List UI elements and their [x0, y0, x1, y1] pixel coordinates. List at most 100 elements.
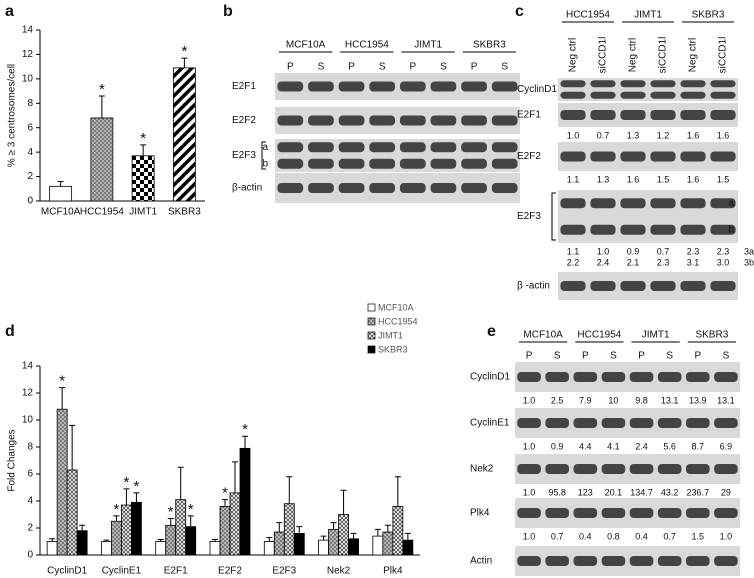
row-label: CyclinD1 — [470, 372, 510, 383]
row-label: E2F1 — [517, 110, 541, 121]
quantification: 2.3 — [687, 246, 700, 256]
band — [461, 81, 487, 92]
x-tick-label: JIMT1 — [129, 207, 157, 218]
band — [680, 198, 706, 209]
band — [399, 158, 426, 169]
quantification: 236.7 — [687, 487, 710, 497]
bar — [382, 531, 394, 556]
band — [710, 281, 736, 291]
band — [629, 418, 654, 428]
quantification: 1.3 — [597, 174, 610, 184]
band — [601, 508, 626, 518]
error-bar — [404, 532, 411, 541]
bar — [402, 539, 414, 556]
error-bar — [286, 476, 293, 504]
bar — [66, 469, 78, 556]
quantification: 43.2 — [661, 487, 679, 497]
band — [560, 91, 586, 99]
x-tick-label: Nek2 — [327, 566, 351, 577]
band — [560, 281, 586, 291]
lane-label: P — [582, 351, 589, 362]
row-label: CyclinD1 — [517, 84, 557, 95]
band — [590, 80, 616, 88]
band — [650, 91, 676, 99]
band — [629, 556, 654, 566]
band — [710, 198, 736, 209]
bar — [185, 526, 197, 556]
y-tick-label: 12 — [22, 49, 34, 60]
bar — [76, 530, 88, 556]
band — [399, 115, 426, 126]
error-bar — [79, 524, 86, 531]
band — [680, 281, 706, 291]
error-bar — [266, 536, 273, 542]
blot-strip — [558, 272, 738, 300]
band — [714, 508, 738, 518]
bar — [111, 520, 122, 556]
group-label: JIMT1 — [634, 10, 662, 21]
band-label: a — [262, 142, 268, 153]
quantification: 134.7 — [630, 487, 653, 497]
band — [430, 115, 457, 126]
quantification: 1.0 — [720, 531, 733, 541]
quantification: 1.0 — [523, 531, 536, 541]
group-label: HCC1954 — [577, 330, 621, 341]
band — [517, 418, 541, 428]
y-tick-label: 10 — [22, 73, 34, 84]
band — [680, 80, 706, 88]
band — [461, 115, 487, 126]
panel-label: d — [5, 323, 15, 340]
error-bar — [374, 528, 381, 537]
band — [714, 464, 738, 474]
error-bar — [384, 524, 391, 533]
band — [338, 115, 365, 126]
quantification: 0.8 — [607, 531, 620, 541]
band — [710, 110, 736, 120]
error-bar — [232, 461, 238, 493]
y-axis-label: % ≥ 3 centrosomes/cell — [7, 64, 18, 167]
error-bar — [212, 538, 218, 542]
band — [461, 142, 487, 153]
band — [629, 372, 654, 382]
error-bar — [103, 539, 110, 542]
band — [338, 158, 365, 169]
band — [590, 281, 616, 291]
band — [680, 224, 706, 235]
band — [710, 224, 736, 235]
bar — [121, 504, 132, 556]
quantification: 1.0 — [523, 441, 536, 451]
band — [650, 151, 676, 162]
legend-label: JIMT1 — [378, 330, 403, 340]
band — [620, 281, 646, 291]
row-label: E2F3 — [232, 150, 256, 161]
y-tick-label: 6 — [27, 122, 33, 133]
band — [629, 508, 654, 518]
band — [573, 372, 598, 382]
row-label: E2F2 — [232, 115, 256, 126]
quantification: 0.7 — [663, 531, 676, 541]
lane-label: P — [348, 62, 355, 73]
quantification: 1.6 — [687, 174, 700, 184]
blot-strip — [558, 103, 738, 127]
quantification: 2.1 — [627, 257, 640, 267]
y-tick-label: 2 — [27, 171, 33, 182]
quantification: 2.3 — [717, 246, 730, 256]
lane-label: S — [666, 351, 673, 362]
x-tick-label: E2F1 — [164, 566, 188, 577]
band — [590, 110, 616, 120]
x-tick-label: HCC1954 — [80, 207, 124, 218]
y-tick-label: 4 — [27, 496, 33, 507]
band — [714, 556, 738, 566]
bar — [101, 541, 112, 556]
row-label: E2F1 — [232, 81, 256, 92]
band — [620, 224, 646, 235]
y-tick-label: 14 — [22, 25, 34, 36]
band — [601, 418, 626, 428]
bar — [131, 501, 142, 556]
quantification: 4.4 — [579, 441, 592, 451]
error-bar — [157, 538, 164, 542]
band — [620, 110, 646, 120]
band — [430, 81, 457, 92]
band — [590, 151, 616, 162]
bar — [172, 67, 196, 202]
